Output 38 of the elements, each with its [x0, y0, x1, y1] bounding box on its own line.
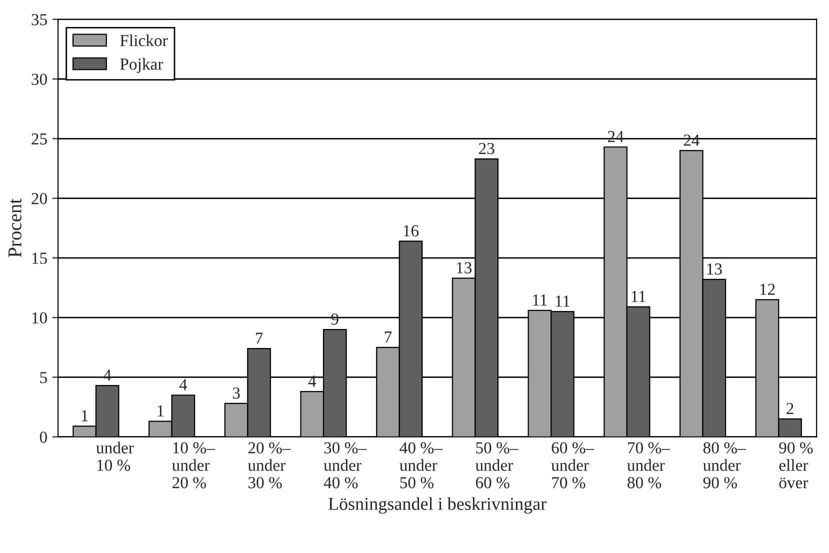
data-label: 2	[786, 403, 794, 414]
data-label: 1	[158, 405, 164, 416]
data-label: 7	[256, 332, 263, 344]
y-axis-title: Procent	[8, 198, 22, 258]
data-label: 23	[479, 142, 494, 154]
x-tick-label: 20 %– under 30 %	[248, 442, 291, 488]
data-label: 16	[404, 225, 419, 236]
y-tick-label: 15	[32, 252, 47, 264]
y-tick-label: 5	[40, 372, 47, 384]
y-tick-label: 0	[40, 432, 47, 443]
y-tick-label: 30	[32, 74, 47, 85]
data-label: 7	[384, 332, 392, 342]
x-tick-label: 10 %– under 20 %	[172, 442, 215, 488]
y-tick-label: 35	[32, 14, 47, 26]
data-label: 11	[556, 296, 570, 307]
data-label: 13	[707, 263, 722, 275]
data-label: 4	[308, 376, 316, 387]
x-tick-label: 60 %– under 70 %	[551, 442, 594, 488]
x-tick-label: 40 %– under 50 %	[400, 442, 443, 488]
data-label: 11	[632, 290, 646, 302]
legend-label: Pojkar	[120, 58, 164, 74]
data-label: 3	[232, 387, 240, 399]
x-tick-label: 30 %– under 40 %	[324, 442, 367, 488]
x-axis-title: Lösningsandel i beskrivningar	[328, 497, 546, 514]
data-label: 1	[82, 410, 88, 422]
data-label: 12	[760, 284, 775, 295]
x-tick-label: 50 %– under 60 %	[475, 442, 518, 488]
data-label: 4	[179, 379, 188, 390]
y-tick-label: 25	[32, 133, 47, 145]
x-tick-label: 70 %– under 80 %	[627, 442, 670, 488]
data-label: 11	[533, 294, 547, 306]
x-tick-label: 90 % eller över	[779, 442, 813, 488]
x-tick-label: 80 %– under 90 %	[703, 442, 746, 488]
data-label: 13	[456, 262, 472, 274]
y-tick-label: 10	[32, 312, 47, 324]
y-tick-label: 20	[32, 192, 47, 204]
x-tick-label: under 10 %	[96, 442, 134, 471]
legend-label: Flickor	[120, 34, 168, 46]
